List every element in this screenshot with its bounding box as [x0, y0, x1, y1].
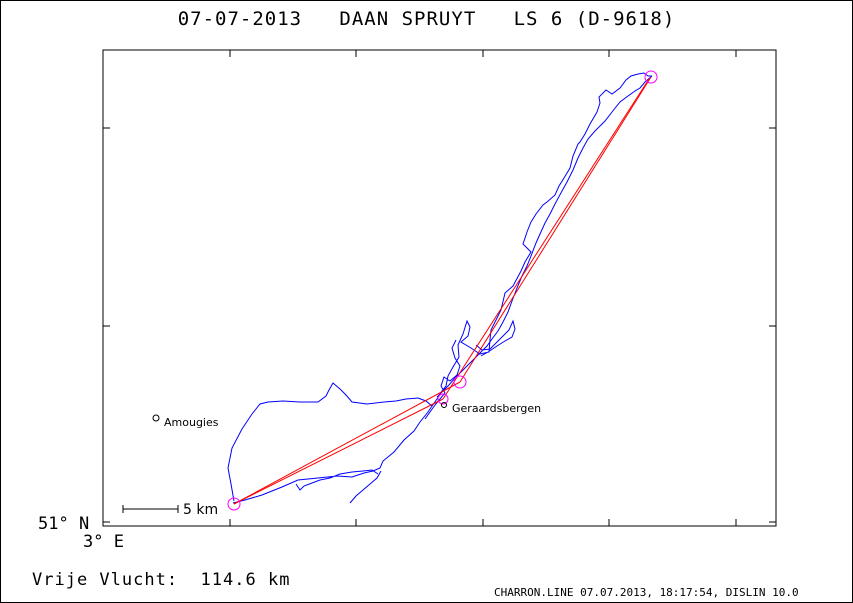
flight-distance-label: Vrije Vlucht:: [32, 570, 179, 590]
flight-distance-value: 114.6 km: [200, 570, 291, 590]
longitude-label: 3° E: [83, 532, 124, 552]
scale-bar: [122, 505, 179, 513]
amougies-marker: [152, 414, 160, 422]
geraardsbergen-marker: [441, 402, 447, 408]
turnpoint-2: [453, 375, 467, 389]
footer-info: CHARRON.LINE 07.07.2013, 18:17:54, DISLI…: [494, 586, 799, 599]
turnpoint-3: [437, 393, 449, 405]
start-turnpoint: [227, 497, 241, 511]
scale-bar-label: 5 km: [183, 502, 218, 518]
page-title: 07-07-2013 DAAN SPRUYT LS 6 (D-9618): [177, 8, 676, 30]
task-lines: [233, 76, 652, 505]
place-label-geraardsbergen: Geraardsbergen: [452, 402, 541, 415]
turnpoint-north: [644, 70, 658, 84]
axis-ticks: [103, 50, 776, 526]
flight-distance: Vrije Vlucht: 114.6 km: [32, 570, 290, 590]
map-border: [102, 49, 777, 527]
latitude-label: 51° N: [38, 514, 90, 534]
flight-track: [227, 72, 653, 504]
place-label-amougies: Amougies: [164, 416, 219, 429]
turnpoints: [227, 70, 658, 511]
